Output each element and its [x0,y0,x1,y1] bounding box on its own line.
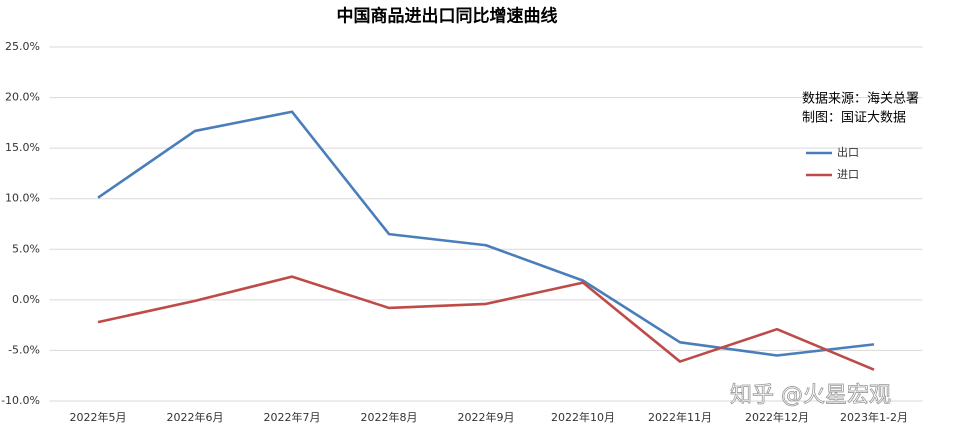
data-line [97,275,875,371]
x-tick-label: 2022年10月 [551,410,615,424]
x-tick-label: 2022年7月 [264,410,321,424]
y-tick-label: -10.0% [1,394,40,407]
y-tick-label: 20.0% [5,91,40,104]
y-tick-label: 0.0% [12,293,40,306]
y-tick-label: -5.0% [8,343,40,356]
x-tick-label: 2022年6月 [167,410,224,424]
author-note: 制图：国证大数据 [802,111,906,126]
chart-title: 中国商品进出口同比增速曲线 [337,6,558,27]
x-tick-label: 2022年8月 [361,410,418,424]
data-line [97,110,875,357]
y-tick-label: 10.0% [5,192,40,205]
x-tick-label: 2023年1-2月 [840,410,908,424]
x-tick-label: 2022年5月 [70,410,127,424]
watermark: 知乎 @火星宏观 [730,383,891,408]
x-tick-label: 2022年11月 [648,410,712,424]
source-note: 数据来源：海关总署 [802,92,919,107]
legend-label: 进口 [837,168,859,181]
x-tick-label: 2022年12月 [745,410,809,424]
y-tick-label: 15.0% [5,141,40,154]
legend-label: 出口 [837,145,859,159]
y-tick-label: 5.0% [12,242,40,255]
y-tick-label: 25.0% [5,40,40,53]
x-tick-label: 2022年9月 [458,410,515,424]
